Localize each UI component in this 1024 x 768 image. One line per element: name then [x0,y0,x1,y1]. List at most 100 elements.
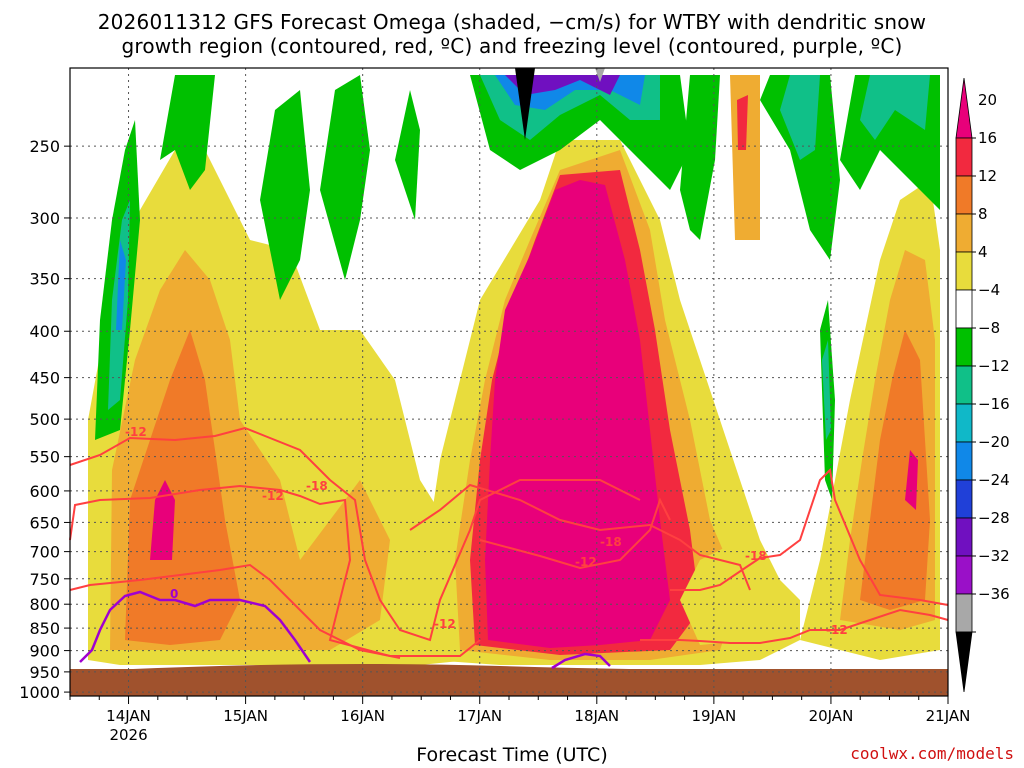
omega-gray-aloft-mid [595,68,605,82]
y-tick-label-500: 500 [29,410,60,429]
contour-minus18-mid [409,483,751,591]
contour-labels: -12 -12 -18 -12 -18 -12 -18 -12 0 [125,425,848,637]
label-minus12-a: -12 [125,425,147,439]
y-tick-label-600: 600 [29,482,60,501]
y-tick-label-750: 750 [29,570,60,589]
omega-black-aloft-mid [515,68,535,140]
label-minus18-b: -18 [600,535,622,549]
colorbar-label-3: 8 [978,205,988,223]
x-tick-label-16JAN: 16JAN [340,707,385,725]
contour-minus18-early [69,484,481,657]
x-tick-label-18JAN: 18JAN [574,707,619,725]
y-tick-label-1000: 1000 [19,683,60,702]
omega-green-early-2 [160,75,215,190]
x-tick-label-19JAN: 19JAN [691,707,736,725]
contour-zero-mid [551,652,611,670]
x-axis-title: Forecast Time (UTC) [416,744,608,766]
y-tick-label-950: 950 [29,663,60,682]
colorbar-swatch-13 [955,593,973,633]
x-year-label: 2026 [109,726,147,744]
omega-fields [88,68,940,665]
colorbar-swatch-5 [955,289,973,329]
colorbar-label-1: 16 [978,129,997,147]
x-tick-label-20JAN: 20JAN [809,707,854,725]
omega-blue-early-1 [116,240,126,330]
contour-minus12-lower [69,563,401,659]
omega-teal-late-2 [780,75,820,160]
y-tick-label-450: 450 [29,369,60,388]
chart-title-line1: 2026011312 GFS Forecast Omega (shaded, −… [97,10,927,34]
dgz-contours [69,426,949,659]
colorbar-label-2: 12 [978,167,997,185]
colorbar-swatch-6 [955,327,973,367]
colorbar-label-7: −12 [978,357,1010,375]
colorbar-label-5: −4 [978,281,1000,299]
colorbar-label-9: −20 [978,433,1010,451]
colorbar-label-0: 20 [978,91,997,109]
x-axis: 14JAN 15JAN 16JAN 17JAN 18JAN 19JAN 20JAN 21JAN… [69,696,971,744]
y-tick-label-400: 400 [29,322,60,341]
y-tick-label-550: 550 [29,448,60,467]
contour-minus12-early [69,426,641,642]
contour-minus18-late [670,467,949,606]
x-tick-label-14JAN: 14JAN [106,707,151,725]
omega-darkorange-late [860,330,930,610]
y-tick-label-900: 900 [29,642,60,661]
y-axis: 250 300 350 400 450 500 550 600 650 700 750 800 850 9… [19,137,70,702]
colorbar-swatch-10 [955,479,973,519]
omega-teal-late-3 [860,75,930,140]
x-tick-label-21JAN: 21JAN [926,707,971,725]
ground-top [70,664,948,676]
colorbar-swatch-9 [955,441,973,481]
omega-green-late-2 [760,75,840,260]
colorbar-swatch-2 [955,175,973,215]
credit-text: coolwx.com/models [850,744,1014,763]
label-minus18-c: -18 [745,549,767,563]
colorbar-swatch-4 [955,251,973,291]
omega-green-late-1 [680,75,720,240]
chart-title-line2: growth region (contoured, red, ºC) and f… [121,34,903,58]
y-tick-label-650: 650 [29,513,60,532]
label-minus12-b: -12 [262,489,284,503]
omega-pink-late [905,450,918,510]
colorbar-swatch-11 [955,517,973,557]
omega-teal-late-4 [822,340,831,440]
colorbar-swatch-7 [955,365,973,405]
colorbar: 20 16 12 8 4 −4 −8 −12 −16 −20 −24 −28 −32 −36 [955,77,1010,693]
label-minus12-c: -12 [434,617,456,631]
omega-yellow-19jan [680,540,780,645]
y-tick-label-800: 800 [29,595,60,614]
label-zero-a: 0 [170,587,178,601]
contour-zero-early [79,590,312,663]
grid [70,68,949,696]
colorbar-label-4: 4 [978,243,988,261]
contour-minus12-mid [479,497,671,570]
colorbar-label-6: −8 [978,319,1000,337]
colorbar-label-11: −28 [978,509,1010,527]
omega-green-early-3 [260,90,310,300]
freezing-level-contours [79,590,611,670]
omega-pink-early [150,480,175,560]
x-tick-label-15JAN: 15JAN [223,707,268,725]
colorbar-swatch-8 [955,403,973,443]
colorbar-label-13: −36 [978,585,1010,603]
omega-red-late-2 [737,95,748,150]
y-tick-label-700: 700 [29,543,60,562]
y-tick-label-300: 300 [29,209,60,228]
colorbar-label-10: −24 [978,471,1010,489]
omega-green-early-4 [320,75,370,280]
colorbar-swatch-12 [955,555,973,595]
contour-minus12-late [640,608,949,644]
omega-purple-aloft-mid [505,75,620,95]
colorbar-label-8: −16 [978,395,1010,413]
colorbar-swatch-3 [955,213,973,253]
y-tick-label-350: 350 [29,270,60,289]
omega-pink-max [485,180,670,648]
x-tick-label-17JAN: 17JAN [457,707,502,725]
label-minus18-a: -18 [306,479,328,493]
label-minus12-e: -12 [826,623,848,637]
label-minus12-d: -12 [575,555,597,569]
omega-darkorange-early [125,330,240,645]
colorbar-label-12: −32 [978,547,1010,565]
